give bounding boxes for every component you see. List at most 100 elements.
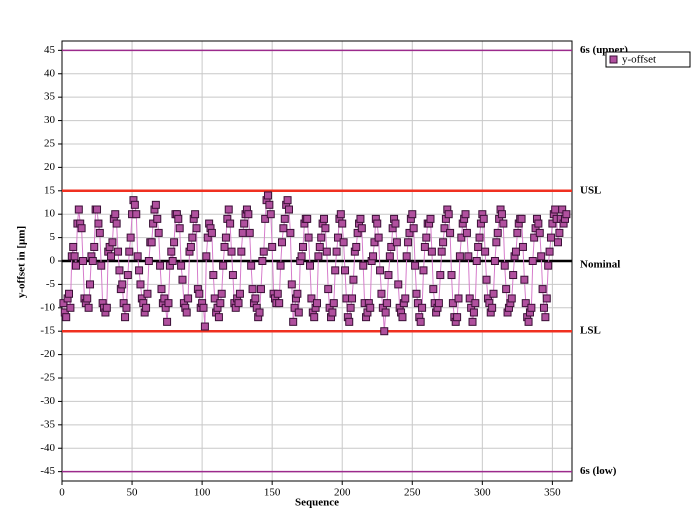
data-point	[546, 233, 555, 242]
data-point	[530, 233, 539, 242]
data-point	[156, 261, 165, 270]
y-tick-label: -40	[40, 442, 55, 454]
data-point	[111, 210, 120, 219]
y-axis-label: y-offset in [μm]	[16, 226, 28, 298]
data-point	[369, 252, 378, 261]
data-point	[520, 275, 529, 284]
data-point	[115, 266, 124, 275]
y-tick-label: 5	[50, 231, 56, 243]
data-point	[413, 299, 422, 308]
x-tick-label: 250	[404, 487, 421, 499]
data-point	[374, 233, 383, 242]
data-point	[499, 219, 508, 228]
data-point	[409, 224, 418, 233]
data-point	[558, 205, 567, 214]
data-point	[108, 238, 117, 247]
data-point	[490, 257, 499, 265]
data-point	[373, 219, 382, 228]
reference-label: USL	[580, 184, 601, 196]
data-point	[544, 261, 553, 270]
data-point	[184, 294, 193, 303]
data-point	[214, 313, 223, 322]
data-point	[481, 247, 490, 256]
data-point	[192, 224, 201, 233]
data-point	[562, 210, 571, 219]
data-point	[273, 289, 282, 298]
data-point	[283, 196, 292, 205]
x-tick-label: 200	[334, 487, 351, 499]
data-point	[489, 289, 498, 298]
y-tick-label: -5	[46, 278, 56, 290]
data-point	[464, 252, 473, 261]
data-point	[310, 313, 319, 322]
data-point	[74, 205, 83, 214]
y-tick-label: 40	[44, 67, 56, 79]
data-point	[437, 247, 446, 256]
data-point	[66, 303, 75, 312]
data-point	[474, 242, 483, 251]
y-tick-label: -35	[40, 418, 55, 430]
data-point	[209, 271, 218, 280]
y-tick-label: 10	[44, 208, 56, 220]
reference-label: 6s (low)	[580, 465, 617, 477]
data-point	[314, 252, 323, 261]
data-point	[513, 228, 522, 237]
data-point	[122, 303, 131, 312]
data-point	[548, 219, 557, 228]
reference-label: Nominal	[580, 259, 620, 271]
data-point	[541, 313, 550, 322]
data-point	[447, 271, 456, 280]
data-point	[385, 252, 394, 261]
data-point	[88, 257, 97, 265]
data-point	[147, 238, 156, 247]
data-point	[427, 247, 436, 256]
data-point	[174, 214, 183, 223]
legend-marker	[609, 55, 618, 64]
data-point	[284, 205, 293, 214]
data-point	[357, 224, 366, 233]
data-point	[317, 233, 326, 242]
data-point	[177, 261, 186, 270]
data-point	[324, 285, 333, 294]
legend-box	[605, 51, 691, 68]
data-point	[226, 219, 235, 228]
data-point	[345, 317, 354, 326]
data-point	[247, 261, 256, 270]
data-point	[338, 219, 347, 228]
data-point	[286, 228, 295, 237]
x-tick-label: 150	[264, 487, 281, 499]
data-point	[534, 219, 543, 228]
data-point	[79, 257, 88, 265]
data-point	[521, 299, 530, 308]
data-point	[500, 261, 509, 270]
data-point	[167, 247, 176, 256]
data-point	[210, 294, 219, 303]
data-point	[353, 228, 362, 237]
y-tick-label: 25	[44, 138, 56, 150]
data-point	[221, 233, 230, 242]
data-point	[276, 261, 285, 270]
data-point	[370, 238, 379, 247]
data-point	[191, 210, 200, 219]
data-point	[392, 238, 401, 247]
data-point	[305, 261, 314, 270]
data-point	[118, 280, 127, 289]
data-point	[315, 242, 324, 251]
data-point	[304, 233, 313, 242]
y-tick-label: -30	[40, 395, 55, 407]
data-point	[160, 294, 169, 303]
data-point	[416, 317, 425, 326]
y-tick-label: -10	[40, 301, 55, 313]
data-point	[465, 294, 474, 303]
data-point	[434, 299, 443, 308]
data-point	[492, 238, 501, 247]
data-point	[290, 303, 299, 312]
data-point	[555, 228, 564, 237]
data-point	[454, 294, 463, 303]
data-point	[168, 257, 177, 265]
data-point	[102, 303, 111, 312]
data-point	[446, 228, 455, 237]
data-point	[224, 205, 233, 214]
data-point	[488, 303, 497, 312]
data-point	[511, 247, 520, 256]
